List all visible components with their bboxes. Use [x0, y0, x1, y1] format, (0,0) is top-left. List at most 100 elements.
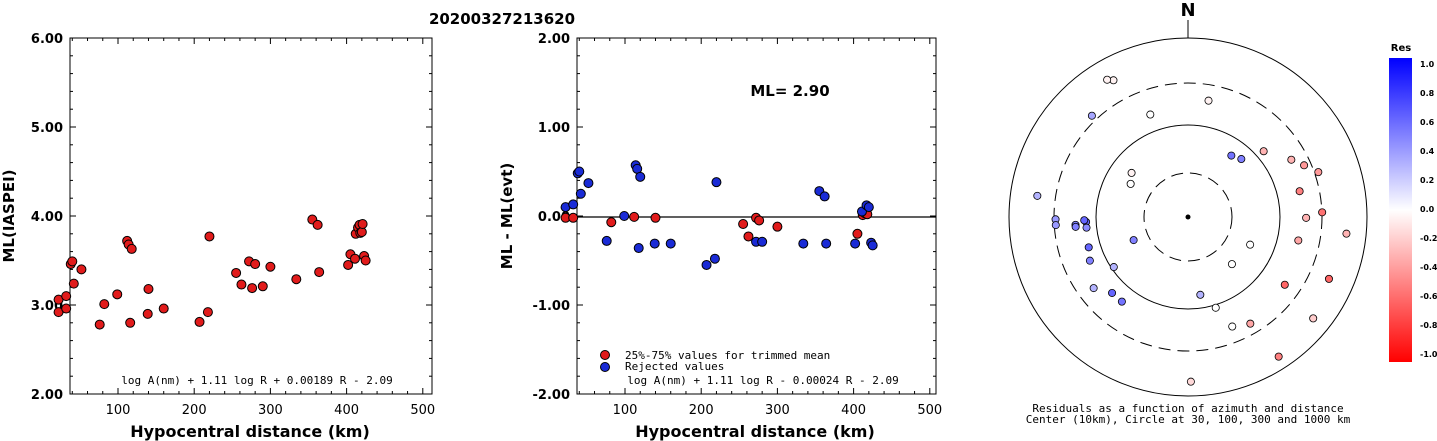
polar-point — [1227, 260, 1236, 269]
polar-point — [1196, 290, 1205, 299]
polar-point — [1146, 110, 1155, 119]
colorbar-ticks: 1.0 0.8 0.6 0.4 0.2 0.0 -0.2 -0.4 -0.6 -0.8 -1.0 — [1420, 60, 1437, 359]
polar-point — [1051, 221, 1060, 230]
data-point — [701, 259, 712, 270]
data-point — [112, 289, 123, 300]
data-point — [754, 215, 765, 226]
polar-point — [1228, 322, 1237, 331]
polar-point — [1259, 147, 1268, 156]
data-point — [247, 283, 258, 294]
data-point — [852, 228, 863, 239]
data-point — [757, 236, 768, 247]
y-tick-label: 2.00 — [31, 388, 63, 403]
data-point — [357, 219, 368, 230]
polar-caption-line1: Residuals as a function of azimuth and d… — [1032, 402, 1343, 415]
y-tick-label: 5.00 — [31, 121, 63, 136]
colorbar-tick-label: 0.2 — [1420, 176, 1434, 185]
data-point — [798, 238, 809, 249]
polar-point — [1126, 179, 1135, 188]
polar-point — [1237, 155, 1246, 164]
left-y-axis-label: ML(IASPEI) — [0, 169, 18, 262]
data-point — [265, 261, 276, 272]
y-tick-label: -2.00 — [533, 388, 570, 403]
middle-axis-ticks: 100 200 300 400 500-2.00-1.000.001.002.00 — [533, 32, 943, 418]
left-formula: log A(nm) + 1.11 log R + 0.00189 R - 2.0… — [121, 374, 393, 387]
polar-point — [1309, 314, 1318, 323]
data-point — [236, 279, 247, 290]
polar-point — [1300, 161, 1309, 170]
legend-label-rejected: Rejected values — [625, 360, 724, 373]
polar-point — [1109, 263, 1118, 272]
legend-marker-trimmed — [600, 350, 610, 360]
colorbar-tick-label: -0.8 — [1420, 321, 1437, 330]
polar-point — [1324, 274, 1333, 283]
polar-point — [1280, 280, 1289, 289]
data-point — [231, 267, 242, 278]
data-point — [649, 238, 660, 249]
middle-y-axis-label: ML - ML(evt) — [498, 163, 516, 269]
polar-point — [1085, 256, 1094, 265]
polar-point — [1129, 236, 1138, 245]
ring-30km — [1143, 172, 1233, 262]
polar-point — [1033, 191, 1042, 200]
y-tick-label: -1.00 — [533, 299, 570, 314]
data-point — [349, 253, 360, 264]
polar-point — [1294, 236, 1303, 245]
data-point — [61, 291, 72, 302]
data-point — [76, 264, 87, 275]
polar-caption-line2: Center (10km), Circle at 30, 100, 300 an… — [1026, 413, 1351, 426]
data-point — [772, 221, 783, 232]
north-label: N — [1180, 0, 1195, 21]
colorbar-tick-label: 1.0 — [1420, 60, 1435, 69]
data-point — [711, 177, 722, 188]
data-point — [606, 217, 617, 228]
data-point — [867, 240, 878, 251]
data-point — [204, 231, 215, 242]
polar-point — [1117, 297, 1126, 306]
middle-formula: log A(nm) + 1.11 log R - 0.00024 R - 2.0… — [627, 374, 899, 387]
colorbar-tick-label: -0.6 — [1420, 292, 1437, 301]
data-point — [125, 317, 136, 328]
polar-point — [1082, 223, 1091, 232]
data-point — [314, 267, 325, 278]
colorbar-tick-label: -1.0 — [1420, 350, 1437, 359]
data-point — [143, 283, 154, 294]
data-point — [291, 274, 302, 285]
polar-point — [1211, 303, 1220, 312]
colorbar-tick-label: 0.4 — [1420, 147, 1435, 156]
ring-1000km — [1008, 37, 1368, 397]
polar-point — [1127, 168, 1136, 177]
data-point — [574, 166, 585, 177]
data-point — [575, 188, 586, 199]
legend-marker-rejected — [600, 362, 610, 372]
colorbar-tick-label: 0.0 — [1420, 205, 1435, 214]
data-point — [850, 238, 861, 249]
polar-point — [1246, 240, 1255, 249]
data-point — [250, 259, 261, 270]
polar-point — [1087, 111, 1096, 120]
data-point — [665, 238, 676, 249]
colorbar-tick-label: -0.4 — [1420, 263, 1437, 272]
data-point — [67, 256, 78, 267]
x-tick-label: 300 — [765, 403, 790, 418]
x-tick-label: 500 — [410, 403, 435, 418]
left-x-axis-label: Hypocentral distance (km) — [130, 422, 370, 441]
data-point — [743, 231, 754, 242]
polar-point — [1186, 377, 1195, 386]
y-tick-label: 6.00 — [31, 32, 63, 47]
colorbar-tick-label: 0.8 — [1420, 89, 1435, 98]
data-point — [819, 191, 830, 202]
colorbar-gradient — [1389, 58, 1412, 362]
data-point — [568, 212, 579, 223]
polar-point — [1295, 187, 1304, 196]
x-tick-label: 400 — [841, 403, 866, 418]
data-point — [99, 299, 110, 310]
data-point — [601, 235, 612, 246]
data-point — [194, 316, 205, 327]
colorbar-title: Res — [1391, 43, 1411, 54]
data-point — [619, 211, 630, 221]
data-point — [312, 219, 323, 230]
data-point — [68, 278, 79, 289]
